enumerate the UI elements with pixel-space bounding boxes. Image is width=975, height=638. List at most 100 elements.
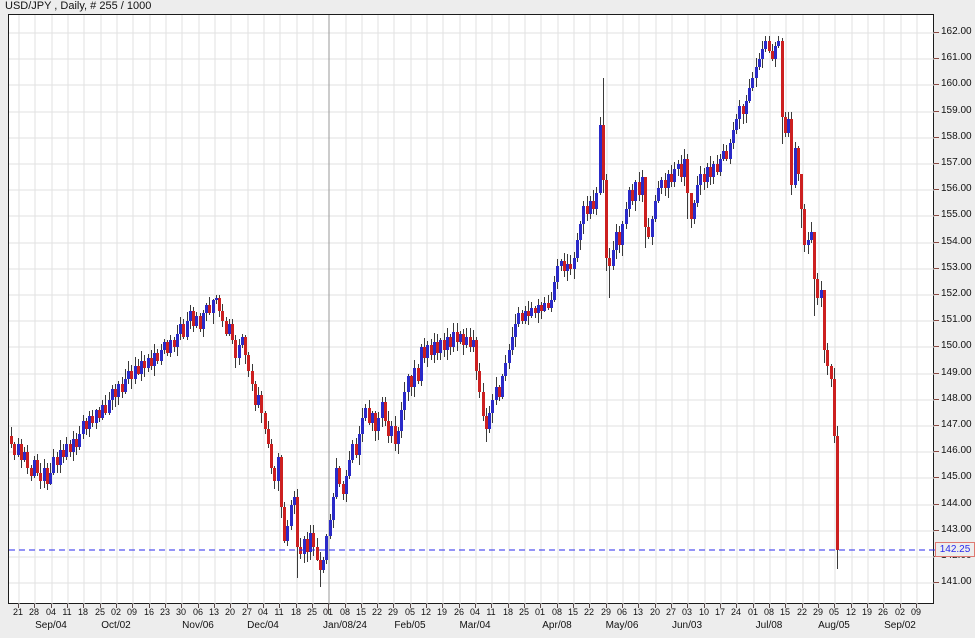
- time-axis-day-label: 28: [28, 607, 39, 617]
- price-axis-label: 161.00: [941, 52, 972, 63]
- time-axis-day-label: 20: [224, 607, 235, 617]
- time-axis-tick: [802, 604, 803, 608]
- time-axis-tick: [459, 604, 460, 608]
- price-axis-tick: [934, 399, 939, 400]
- time-axis-tick: [165, 604, 166, 608]
- time-axis-month-label: Jan/08/24: [323, 620, 367, 631]
- time-axis-day-label: 20: [649, 607, 660, 617]
- time-axis-month-label: May/06: [605, 620, 639, 631]
- time-axis-tick: [181, 604, 182, 608]
- price-axis-tick: [934, 111, 939, 112]
- time-axis-day-label: 21: [12, 607, 23, 617]
- time-axis-day-label: 19: [436, 607, 447, 617]
- price-axis-label: 141.00: [941, 576, 972, 587]
- time-axis-day-label: 09: [126, 607, 137, 617]
- time-axis-tick: [18, 604, 19, 608]
- time-axis-month-label: Mar/04: [459, 620, 491, 631]
- time-axis-tick: [410, 604, 411, 608]
- time-axis-tick: [393, 604, 394, 608]
- time-axis-tick: [900, 604, 901, 608]
- chart-title: USD/JPY , Daily, # 255 / 1000: [5, 0, 152, 12]
- time-axis-day-label: 18: [502, 607, 513, 617]
- time-axis-tick: [573, 604, 574, 608]
- price-axis-label: 146.00: [941, 445, 972, 456]
- time-axis-day-label: 04: [469, 607, 480, 617]
- time-axis-day-label: 25: [306, 607, 317, 617]
- price-axis-tick: [934, 582, 939, 583]
- time-axis-tick: [198, 604, 199, 608]
- time-axis-tick: [916, 604, 917, 608]
- time-axis-tick: [149, 604, 150, 608]
- time-axis-day-label: 18: [290, 607, 301, 617]
- time-axis-tick: [622, 604, 623, 608]
- time-axis-day-label: 13: [208, 607, 219, 617]
- time-axis-tick: [361, 604, 362, 608]
- price-axis-tick: [934, 346, 939, 347]
- time-axis-day-label: 12: [845, 607, 856, 617]
- time-axis-tick: [100, 604, 101, 608]
- time-axis-month-label: Jul/08: [755, 620, 783, 631]
- price-axis-label: 159.00: [941, 105, 972, 116]
- time-axis-tick: [83, 604, 84, 608]
- price-axis-tick: [934, 215, 939, 216]
- price-axis-tick: [934, 268, 939, 269]
- candlestick-chart[interactable]: [9, 15, 935, 605]
- time-axis-day-label: 02: [894, 607, 905, 617]
- price-axis-tick: [934, 294, 939, 295]
- time-axis-tick: [557, 604, 558, 608]
- price-chart-plot[interactable]: [8, 14, 935, 605]
- price-axis-label: 143.00: [941, 524, 972, 535]
- price-axis-tick: [934, 451, 939, 452]
- time-axis-tick: [834, 604, 835, 608]
- time-axis-tick: [132, 604, 133, 608]
- price-axis-tick: [934, 84, 939, 85]
- time-axis-day-label: 13: [632, 607, 643, 617]
- time-axis-tick: [589, 604, 590, 608]
- time-axis-day-label: 16: [143, 607, 154, 617]
- time-axis-day-label: 22: [583, 607, 594, 617]
- time-axis-day-label: 06: [192, 607, 203, 617]
- time-axis-day-label: 08: [339, 607, 350, 617]
- time-axis-tick: [296, 604, 297, 608]
- time-axis-day-label: 19: [861, 607, 872, 617]
- time-axis-day-label: 17: [714, 607, 725, 617]
- time-axis-tick: [247, 604, 248, 608]
- price-axis-label: 145.00: [941, 471, 972, 482]
- price-axis-tick: [934, 137, 939, 138]
- time-axis-day-label: 30: [175, 607, 186, 617]
- time-axis-tick: [704, 604, 705, 608]
- time-axis-tick: [345, 604, 346, 608]
- time-axis-day-label: 25: [94, 607, 105, 617]
- price-axis-tick: [934, 373, 939, 374]
- time-axis-month-label: Aug/05: [818, 620, 850, 631]
- time-axis-day-label: 29: [387, 607, 398, 617]
- price-axis-tick: [934, 32, 939, 33]
- time-axis-tick: [769, 604, 770, 608]
- time-axis-tick: [818, 604, 819, 608]
- time-axis-day-label: 01: [534, 607, 545, 617]
- price-axis-tick: [934, 189, 939, 190]
- time-axis-day-label: 01: [322, 607, 333, 617]
- price-axis-tick: [934, 504, 939, 505]
- time-axis-month-label: Sep/04: [35, 620, 67, 631]
- time-axis-tick: [671, 604, 672, 608]
- time-axis-month-label: Apr/08: [542, 620, 572, 631]
- time-axis-month-label: Nov/06: [182, 620, 214, 631]
- time-axis-day-label: 09: [910, 607, 921, 617]
- time-axis-day-label: 04: [45, 607, 56, 617]
- time-axis-month-label: Oct/02: [101, 620, 131, 631]
- time-axis-day-label: 18: [77, 607, 88, 617]
- time-axis-tick: [442, 604, 443, 608]
- time-axis-tick: [736, 604, 737, 608]
- time-axis-tick: [606, 604, 607, 608]
- time-axis-day-label: 05: [828, 607, 839, 617]
- price-axis-label: 147.00: [941, 419, 972, 430]
- time-axis-tick: [753, 604, 754, 608]
- time-axis-day-label: 11: [274, 607, 284, 617]
- time-axis-day-label: 29: [812, 607, 823, 617]
- time-axis-day-label: 04: [257, 607, 268, 617]
- time-axis-tick: [230, 604, 231, 608]
- time-axis-day-label: 22: [796, 607, 807, 617]
- time-axis-tick: [883, 604, 884, 608]
